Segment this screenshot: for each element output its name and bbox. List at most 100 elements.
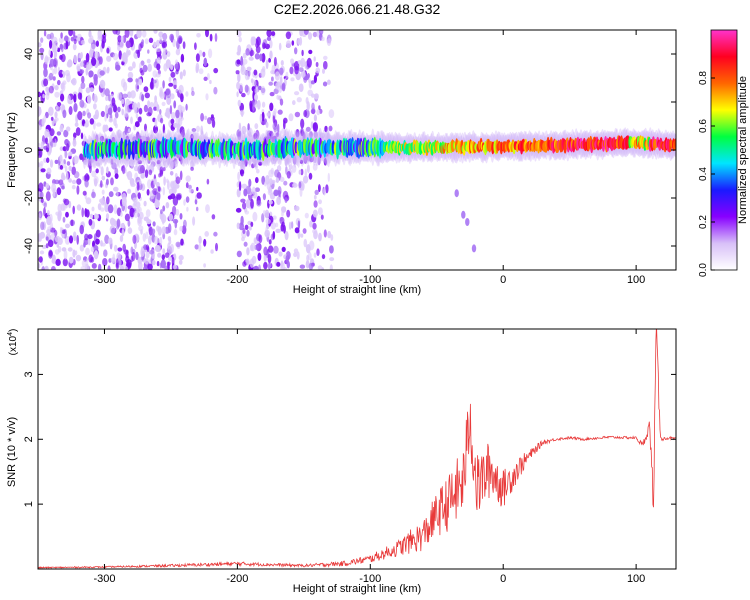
snr-x-axis-label: Height of straight line (km): [293, 583, 421, 595]
spectrogram-y-axis-label: Frequency (Hz): [6, 112, 18, 188]
noise-point: [273, 108, 277, 115]
noise-point: [282, 266, 288, 270]
noise-point: [133, 200, 137, 206]
noise-point: [79, 153, 84, 160]
noise-point: [207, 117, 212, 125]
noise-point: [291, 164, 297, 173]
noise-point: [168, 188, 173, 195]
noise-point: [286, 260, 290, 269]
noise-point: [94, 109, 99, 120]
noise-point: [308, 78, 311, 83]
snr-frame: [37, 328, 677, 570]
noise-point: [41, 265, 45, 270]
noise-point: [39, 250, 45, 255]
noise-point: [248, 226, 252, 231]
noise-point: [255, 45, 261, 54]
noise-point: [299, 264, 306, 269]
noise-point: [328, 125, 333, 132]
noise-point: [156, 57, 161, 65]
noise-point: [152, 260, 156, 266]
noise-point: [238, 122, 242, 132]
colorbar-label: Normalized spectral amplitude: [737, 76, 749, 224]
noise-point: [237, 162, 243, 167]
snr-y-axis-label: SNR (10 * v/v): [6, 417, 18, 487]
noise-point: [137, 165, 143, 175]
tail-point: [461, 210, 466, 219]
noise-point: [114, 244, 118, 252]
noise-point: [298, 67, 304, 72]
noise-point: [250, 242, 256, 252]
noise-point: [38, 146, 41, 156]
noise-point: [129, 30, 134, 37]
noise-point: [67, 95, 71, 104]
noise-point: [121, 98, 125, 105]
noise-point: [166, 155, 171, 165]
noise-point: [242, 261, 247, 267]
noise-point: [105, 213, 110, 220]
noise-point: [154, 95, 158, 103]
noise-point: [105, 104, 109, 114]
noise-point: [268, 245, 274, 253]
y-tick-label: -20: [23, 190, 35, 206]
noise-point: [146, 189, 150, 196]
noise-point: [75, 127, 81, 136]
noise-point: [292, 100, 296, 106]
noise-point: [315, 67, 321, 74]
noise-point: [73, 54, 78, 64]
noise-point: [159, 91, 165, 100]
noise-point: [120, 35, 124, 43]
noise-point: [138, 206, 142, 214]
noise-point: [68, 106, 73, 115]
noise-point: [103, 249, 108, 257]
noise-point: [42, 93, 45, 99]
noise-point: [157, 186, 161, 192]
noise-point: [318, 184, 321, 193]
noise-point: [122, 35, 127, 43]
noise-point: [126, 171, 129, 177]
noise-point: [120, 211, 123, 217]
noise-point: [47, 239, 54, 248]
noise-point: [43, 157, 47, 163]
noise-point: [286, 157, 290, 165]
noise-point: [312, 222, 317, 230]
noise-point: [86, 94, 92, 105]
noise-point: [91, 191, 96, 199]
noise-point: [271, 76, 274, 82]
noise-point: [167, 236, 172, 242]
noise-point: [313, 74, 317, 84]
noise-point: [168, 256, 173, 261]
noise-point: [80, 82, 86, 90]
noise-point: [142, 64, 148, 73]
noise-point: [130, 255, 134, 263]
noise-point: [172, 264, 177, 270]
noise-point: [241, 92, 246, 98]
noise-point: [61, 229, 66, 235]
noise-point: [79, 99, 85, 108]
noise-point: [202, 51, 206, 58]
noise-point: [250, 221, 254, 227]
noise-point: [306, 101, 310, 111]
noise-point: [267, 253, 272, 264]
noise-point: [276, 261, 281, 267]
noise-point: [45, 236, 49, 241]
noise-point: [190, 133, 194, 141]
noise-point: [91, 206, 95, 212]
noise-point: [159, 166, 164, 175]
noise-point: [312, 122, 318, 132]
noise-point: [311, 102, 315, 111]
noise-point: [327, 79, 331, 85]
noise-point: [157, 226, 162, 236]
noise-point: [138, 107, 143, 115]
noise-point: [170, 243, 174, 253]
noise-point: [270, 179, 276, 184]
noise-point: [54, 159, 59, 164]
noise-point: [275, 177, 280, 183]
noise-point: [88, 218, 93, 226]
noise-point: [163, 47, 167, 55]
noise-point: [68, 256, 74, 264]
noise-point: [263, 42, 266, 49]
noise-point: [265, 121, 269, 128]
noise-point: [305, 260, 310, 269]
noise-point: [175, 109, 180, 119]
noise-point: [175, 241, 181, 248]
